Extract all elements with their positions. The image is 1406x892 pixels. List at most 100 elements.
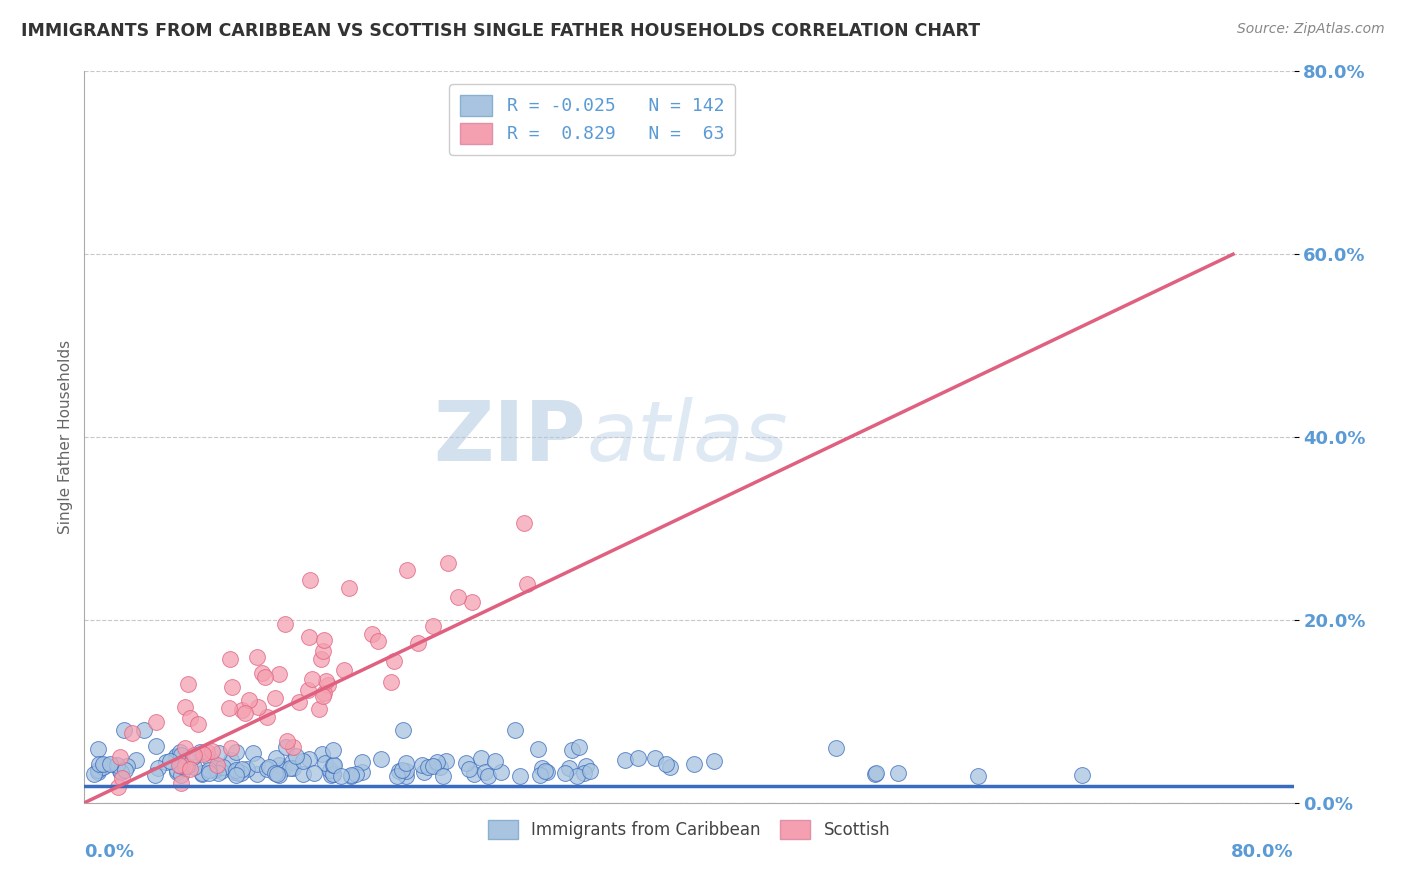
Point: [422, 758, 444, 772]
Point: [117, 759, 139, 773]
Point: [179, 711, 201, 725]
Point: [190, 745, 212, 759]
Point: [558, 761, 581, 775]
Point: [264, 751, 287, 765]
Point: [228, 765, 250, 780]
Point: [659, 760, 682, 774]
Point: [824, 740, 846, 755]
Point: [644, 751, 666, 765]
Point: [655, 756, 678, 771]
Point: [312, 689, 335, 703]
Point: [87, 757, 110, 772]
Point: [322, 758, 344, 772]
Point: [312, 644, 335, 658]
Point: [219, 753, 242, 767]
Point: [568, 739, 591, 754]
Point: [516, 577, 538, 591]
Point: [352, 756, 374, 770]
Point: [225, 768, 247, 782]
Point: [165, 750, 187, 764]
Point: [340, 769, 363, 783]
Point: [370, 752, 392, 766]
Point: [395, 563, 418, 577]
Point: [298, 751, 321, 765]
Point: [183, 760, 205, 774]
Legend: Immigrants from Caribbean, Scottish: Immigrants from Caribbean, Scottish: [481, 814, 897, 846]
Point: [246, 767, 269, 781]
Point: [219, 740, 242, 755]
Point: [281, 740, 304, 755]
Point: [252, 666, 274, 681]
Point: [319, 768, 342, 782]
Point: [114, 764, 136, 778]
Point: [145, 715, 167, 730]
Point: [256, 710, 278, 724]
Point: [434, 754, 457, 768]
Point: [190, 766, 212, 780]
Point: [273, 762, 295, 776]
Point: [413, 765, 436, 780]
Point: [281, 761, 304, 775]
Point: [91, 756, 114, 771]
Point: [198, 763, 221, 777]
Point: [146, 761, 169, 775]
Point: [207, 766, 229, 780]
Point: [406, 636, 429, 650]
Point: [107, 780, 129, 795]
Point: [198, 752, 221, 766]
Point: [865, 765, 887, 780]
Point: [204, 764, 226, 778]
Point: [198, 766, 221, 780]
Point: [463, 766, 485, 780]
Point: [159, 754, 181, 768]
Point: [166, 764, 188, 778]
Point: [322, 767, 344, 781]
Point: [572, 765, 595, 780]
Point: [682, 757, 704, 772]
Point: [94, 757, 117, 772]
Point: [391, 763, 413, 777]
Point: [177, 676, 200, 690]
Point: [292, 767, 315, 781]
Point: [269, 758, 291, 772]
Point: [173, 699, 195, 714]
Point: [176, 759, 198, 773]
Point: [221, 680, 243, 694]
Point: [447, 590, 470, 604]
Point: [314, 756, 336, 770]
Point: [204, 761, 226, 775]
Y-axis label: Single Father Households: Single Father Households: [58, 340, 73, 534]
Point: [322, 767, 344, 781]
Point: [170, 747, 193, 762]
Point: [246, 649, 269, 664]
Point: [183, 748, 205, 763]
Point: [108, 750, 131, 764]
Point: [395, 756, 418, 771]
Point: [505, 723, 527, 737]
Point: [166, 764, 188, 779]
Point: [187, 717, 209, 731]
Point: [98, 757, 121, 772]
Point: [575, 759, 598, 773]
Point: [224, 764, 246, 778]
Point: [411, 757, 433, 772]
Point: [567, 769, 589, 783]
Point: [422, 619, 444, 633]
Point: [382, 654, 405, 668]
Text: Source: ZipAtlas.com: Source: ZipAtlas.com: [1237, 22, 1385, 37]
Point: [340, 768, 363, 782]
Point: [191, 767, 214, 781]
Point: [301, 672, 323, 686]
Point: [246, 756, 269, 771]
Point: [887, 766, 910, 780]
Point: [231, 762, 253, 776]
Point: [297, 630, 319, 644]
Point: [333, 663, 356, 677]
Point: [235, 762, 257, 776]
Point: [311, 747, 333, 761]
Point: [278, 761, 301, 775]
Point: [322, 742, 344, 756]
Point: [526, 741, 548, 756]
Point: [352, 765, 374, 780]
Point: [218, 701, 240, 715]
